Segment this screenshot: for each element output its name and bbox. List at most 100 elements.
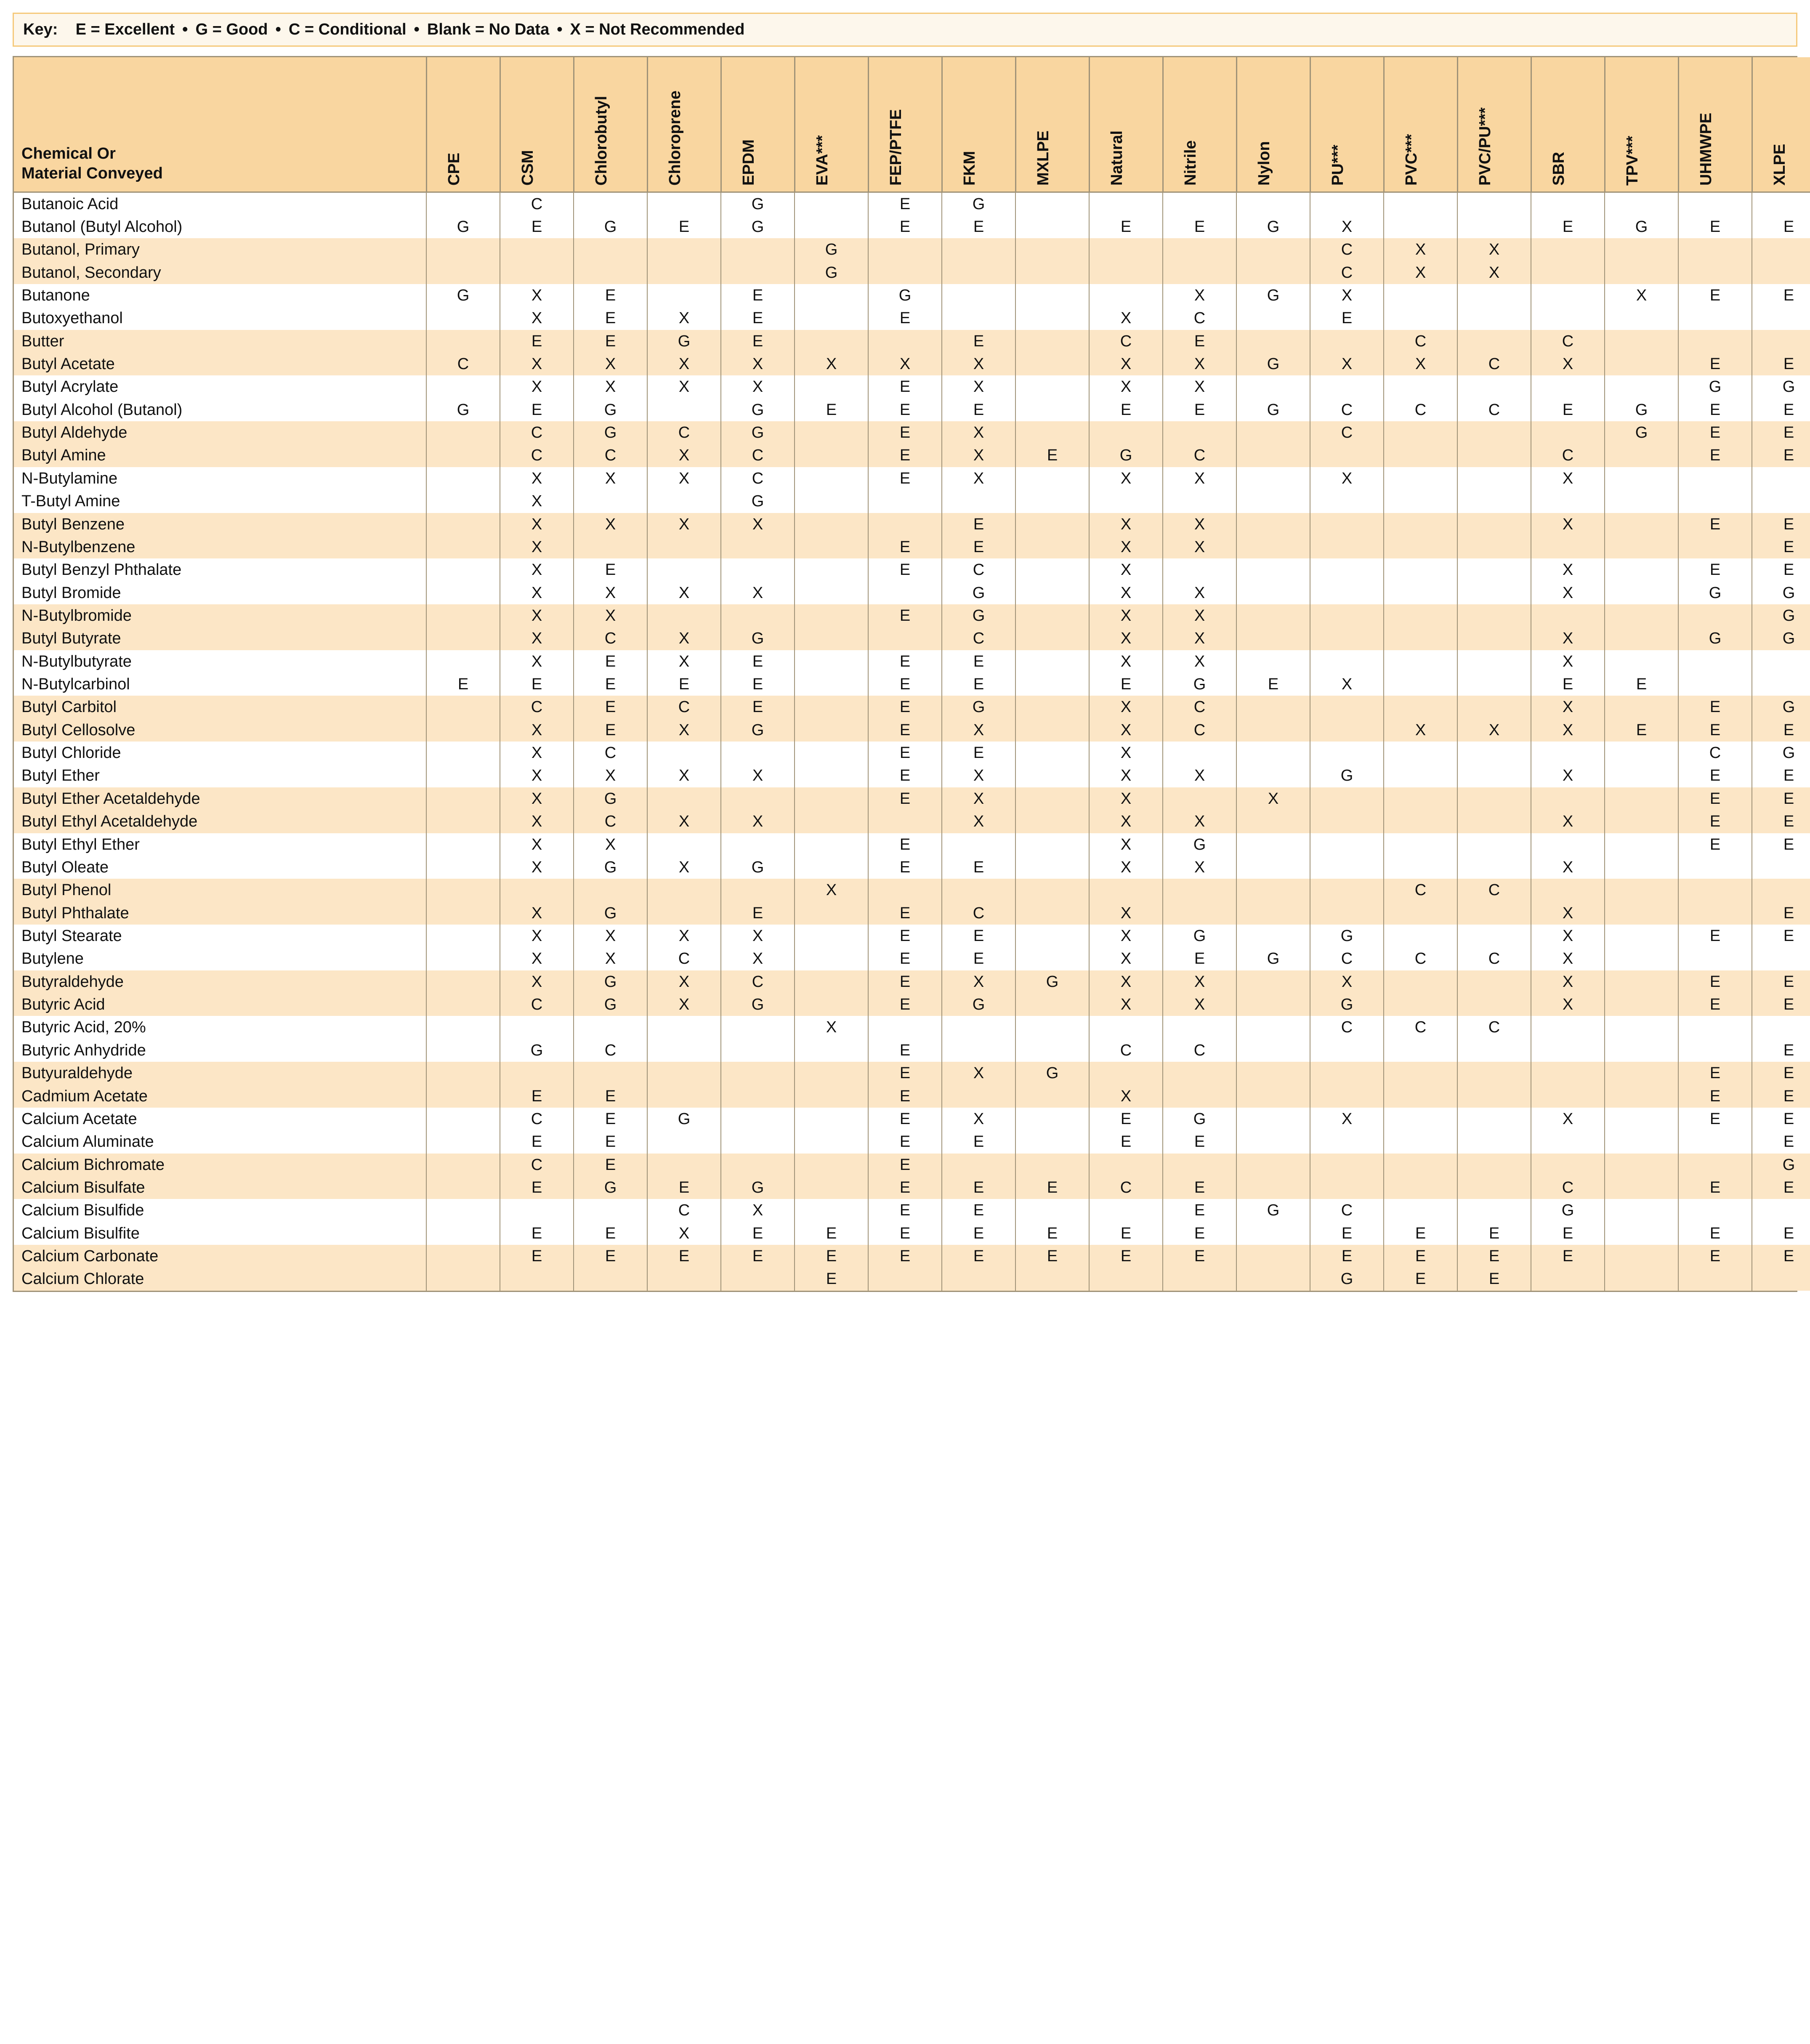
rating-cell: E <box>868 993 942 1016</box>
table-row: Cadmium AcetateEEEXEE <box>14 1085 1810 1108</box>
rating-cell: E <box>721 1245 795 1268</box>
rating-cell <box>647 261 721 284</box>
rating-cell <box>1457 925 1531 947</box>
rating-cell <box>1678 192 1752 215</box>
rating-cell: E <box>1163 330 1236 353</box>
rating-cell <box>795 604 868 627</box>
rating-cell: E <box>1752 1245 1810 1268</box>
rating-cell: X <box>942 353 1015 375</box>
rating-cell: X <box>1310 284 1384 307</box>
rating-cell: E <box>942 1245 1015 1268</box>
header-chemical: Chemical Or Material Conveyed <box>14 57 426 192</box>
table-row: N-ButylbutyrateXEXEEEXXX <box>14 650 1810 673</box>
rating-cell <box>426 1039 500 1062</box>
rating-cell: X <box>1384 261 1457 284</box>
column-header-label: FEP/PTFE <box>887 109 905 186</box>
rating-cell <box>795 1154 868 1176</box>
rating-cell: E <box>574 1154 647 1176</box>
chemical-name: Butyl Phthalate <box>14 902 426 925</box>
rating-cell <box>1457 307 1531 330</box>
rating-cell <box>1384 1130 1457 1153</box>
rating-cell <box>426 467 500 490</box>
rating-cell <box>1678 330 1752 353</box>
rating-cell: E <box>1752 1176 1810 1199</box>
rating-cell: C <box>1089 330 1163 353</box>
rating-cell: C <box>426 353 500 375</box>
rating-cell: G <box>942 993 1015 1016</box>
rating-cell <box>1015 467 1089 490</box>
rating-cell <box>1015 1039 1089 1062</box>
rating-cell <box>426 444 500 467</box>
rating-cell: C <box>500 421 574 444</box>
column-header-label: Chlorobutyl <box>593 96 611 185</box>
rating-cell <box>1605 1176 1678 1199</box>
rating-cell: E <box>795 1245 868 1268</box>
rating-cell <box>1236 810 1310 833</box>
rating-cell <box>1531 238 1605 261</box>
rating-cell: E <box>1678 353 1752 375</box>
chemical-name: Butyl Ethyl Acetaldehyde <box>14 810 426 833</box>
rating-cell <box>1089 490 1163 513</box>
rating-cell <box>1531 1154 1605 1176</box>
rating-cell: E <box>1752 1062 1810 1084</box>
rating-cell <box>721 879 795 901</box>
header-row: Chemical Or Material Conveyed CPECSMChlo… <box>14 57 1810 192</box>
column-header: FEP/PTFE <box>868 57 942 192</box>
rating-cell: G <box>1310 925 1384 947</box>
rating-cell: E <box>1457 1222 1531 1245</box>
rating-cell: E <box>868 1176 942 1199</box>
rating-cell: E <box>868 1085 942 1108</box>
rating-cell <box>1236 444 1310 467</box>
rating-cell <box>1384 307 1457 330</box>
table-row: Calcium AluminateEEEEEEE <box>14 1130 1810 1153</box>
rating-cell: G <box>721 719 795 742</box>
rating-cell: X <box>500 558 574 581</box>
rating-cell: E <box>721 330 795 353</box>
rating-cell: E <box>942 1199 1015 1222</box>
rating-cell <box>426 1016 500 1039</box>
rating-cell: G <box>1310 993 1384 1016</box>
chemical-name: Butyl Ether Acetaldehyde <box>14 787 426 810</box>
rating-cell <box>1457 627 1531 650</box>
rating-cell: E <box>647 673 721 696</box>
rating-cell <box>647 536 721 558</box>
rating-cell: E <box>1678 1108 1752 1130</box>
page: Key: E = Excellent•G = Good•C = Conditio… <box>0 0 1810 1305</box>
chemical-name: Calcium Bisulfite <box>14 1222 426 1245</box>
rating-cell: E <box>500 1085 574 1108</box>
rating-cell: X <box>647 375 721 398</box>
rating-cell: X <box>500 375 574 398</box>
rating-cell <box>1015 1108 1089 1130</box>
rating-cell: E <box>1678 696 1752 718</box>
rating-cell <box>1015 536 1089 558</box>
rating-cell: E <box>1089 399 1163 421</box>
column-header-label: Nylon <box>1255 141 1273 186</box>
rating-cell <box>868 1268 942 1290</box>
rating-cell: X <box>1163 856 1236 879</box>
rating-cell <box>1236 856 1310 879</box>
rating-cell <box>426 856 500 879</box>
rating-cell <box>426 879 500 901</box>
rating-cell: G <box>1236 947 1310 970</box>
rating-cell <box>1384 1199 1457 1222</box>
rating-cell <box>1531 1130 1605 1153</box>
rating-cell <box>868 810 942 833</box>
rating-cell <box>1236 925 1310 947</box>
rating-cell <box>1015 879 1089 901</box>
column-header-label: XLPE <box>1771 144 1789 185</box>
rating-cell: C <box>721 444 795 467</box>
rating-cell: E <box>942 1130 1015 1153</box>
rating-cell <box>500 261 574 284</box>
rating-cell <box>1384 764 1457 787</box>
rating-cell <box>1015 650 1089 673</box>
rating-cell <box>1163 421 1236 444</box>
rating-cell: E <box>1163 1199 1236 1222</box>
rating-cell: X <box>574 513 647 536</box>
rating-cell: G <box>1605 215 1678 238</box>
rating-cell: E <box>574 696 647 718</box>
rating-cell <box>1605 856 1678 879</box>
rating-cell <box>1605 970 1678 993</box>
rating-cell: G <box>721 421 795 444</box>
rating-cell: C <box>647 947 721 970</box>
rating-cell: E <box>942 742 1015 764</box>
